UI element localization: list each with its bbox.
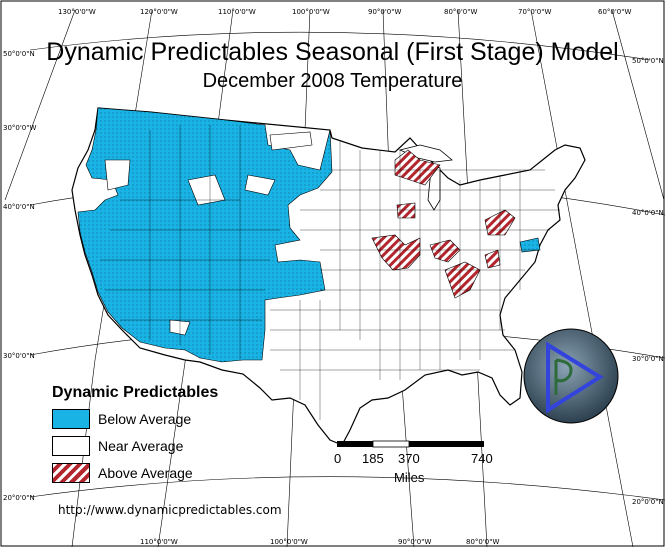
tick-top-100w: 100°0'0"W xyxy=(292,8,330,16)
graticule xyxy=(4,9,665,547)
legend-item-below-average: Below Average xyxy=(52,407,191,431)
tick-bottom-90w: 90°0'0"W xyxy=(398,538,432,546)
tick-left-40n: 40°0'0"N xyxy=(3,203,35,211)
scale-label-740: 740 xyxy=(471,451,493,466)
region-near-average-mt xyxy=(269,131,313,151)
website-url: http://www.dynamicpredictables.com xyxy=(58,503,282,517)
legend-label: Near Average xyxy=(98,438,184,454)
region-above-average-oh xyxy=(444,261,481,299)
meridian-130w xyxy=(4,9,76,201)
legend-swatch-below xyxy=(52,409,90,429)
tick-left-30n: 30°0'0"N xyxy=(3,352,35,360)
tick-bottom-110w: 110°0'0"W xyxy=(140,538,178,546)
scale-bar xyxy=(337,440,484,448)
legend-swatch-above xyxy=(52,463,90,483)
tick-top-80w: 80°0'0"W xyxy=(444,8,478,16)
tick-bottom-80w: 80°0'0"W xyxy=(466,538,500,546)
tick-right-50n: 50°0'0"N xyxy=(632,57,664,65)
legend-item-near-average: Near Average xyxy=(52,434,183,458)
tick-top-130w: 130°0'0"W xyxy=(58,8,96,16)
tick-left-30w: 30°0'0"W xyxy=(3,124,37,132)
scale-unit: Miles xyxy=(394,470,425,485)
tick-right-30n: 30°0'0"N xyxy=(632,355,664,363)
parallel-50n xyxy=(29,31,651,61)
county-lines xyxy=(100,125,560,420)
scale-label-370: 370 xyxy=(398,451,420,466)
tick-top-120w: 120°0'0"W xyxy=(140,8,178,16)
tick-top-90w: 90°0'0"W xyxy=(368,8,402,16)
region-above-average-in xyxy=(429,239,461,263)
scale-label-0: 0 xyxy=(334,451,342,466)
tick-bottom-100w: 100°0'0"W xyxy=(270,538,308,546)
tick-left-50n: 50°0'0"N xyxy=(3,50,35,58)
region-near-average-ut xyxy=(244,174,276,196)
tick-top-70w: 70°0'0"W xyxy=(518,8,552,16)
region-below-average-west xyxy=(77,107,333,363)
legend-title: Dynamic Predictables xyxy=(52,384,219,401)
region-near-average-wa xyxy=(104,159,131,191)
tick-top-110w: 110°0'0"W xyxy=(218,8,256,16)
map-title: Dynamic Predictables Seasonal (First Sta… xyxy=(46,38,619,66)
tick-right-40n: 40°0'0"N xyxy=(632,209,664,217)
logo xyxy=(523,328,619,424)
scale-label-185: 185 xyxy=(362,451,384,466)
map-subtitle: December 2008 Temperature xyxy=(202,70,463,92)
region-above-average-wi xyxy=(394,149,441,186)
tick-left-20n: 20°0'0"N xyxy=(3,494,35,502)
region-above-average-ia xyxy=(396,202,416,219)
parallel-20n xyxy=(29,476,665,501)
us-map xyxy=(71,107,586,446)
meridian-60w xyxy=(611,9,665,201)
legend-label: Above Average xyxy=(98,465,193,481)
legend-item-above-average: Above Average xyxy=(52,461,193,485)
tick-right-20n: 20°0'0"N xyxy=(632,498,664,506)
legend-swatch-near xyxy=(52,436,90,456)
meridian-70w xyxy=(530,9,634,547)
tick-top-60w: 60°0'0"W xyxy=(598,8,632,16)
legend-label: Below Average xyxy=(98,411,192,427)
